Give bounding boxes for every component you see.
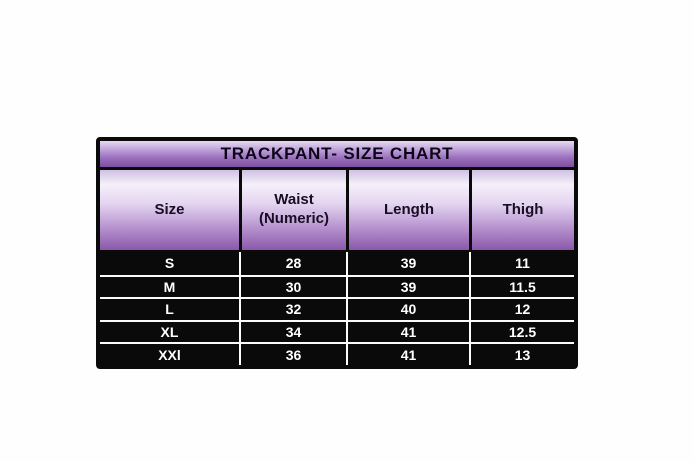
length-cell: 40 [346, 299, 469, 320]
table-header-row: Size Waist (Numeric) Length Thigh [100, 170, 574, 252]
thigh-cell: 12.5 [469, 321, 574, 343]
chart-title: TRACKPANT- SIZE CHART [100, 141, 574, 170]
size-cell: XL [100, 321, 239, 343]
thigh-cell: 12 [469, 299, 574, 320]
waist-cell: 34 [239, 321, 346, 343]
size-cell: S [100, 252, 239, 275]
size-cell: M [100, 276, 239, 298]
waist-cell: 36 [239, 344, 346, 365]
thigh-cell: 13 [469, 344, 574, 365]
waist-cell: 30 [239, 276, 346, 298]
waist-cell: 32 [239, 299, 346, 320]
table-body: S 28 39 11 M 30 39 11.5 L 32 40 12 XL 34… [100, 252, 574, 365]
table-row-l: L 32 40 12 [100, 297, 574, 320]
thigh-cell: 11 [469, 252, 574, 275]
length-cell: 41 [346, 344, 469, 365]
column-header-waist: Waist (Numeric) [239, 170, 346, 250]
length-cell: 39 [346, 276, 469, 298]
table-row-s: S 28 39 11 [100, 252, 574, 275]
size-chart-table: TRACKPANT- SIZE CHART Size Waist (Numeri… [96, 137, 578, 369]
table-row-m: M 30 39 11.5 [100, 274, 574, 298]
table-row-xl: XL 34 41 12.5 [100, 319, 574, 343]
column-header-size: Size [100, 170, 239, 250]
waist-cell: 28 [239, 252, 346, 275]
table-row-xxl: XXl 36 41 13 [100, 342, 574, 365]
length-cell: 39 [346, 252, 469, 275]
size-cell: XXl [100, 344, 239, 365]
column-header-thigh: Thigh [469, 170, 574, 250]
column-header-length: Length [346, 170, 469, 250]
size-cell: L [100, 299, 239, 320]
thigh-cell: 11.5 [469, 276, 574, 298]
length-cell: 41 [346, 321, 469, 343]
